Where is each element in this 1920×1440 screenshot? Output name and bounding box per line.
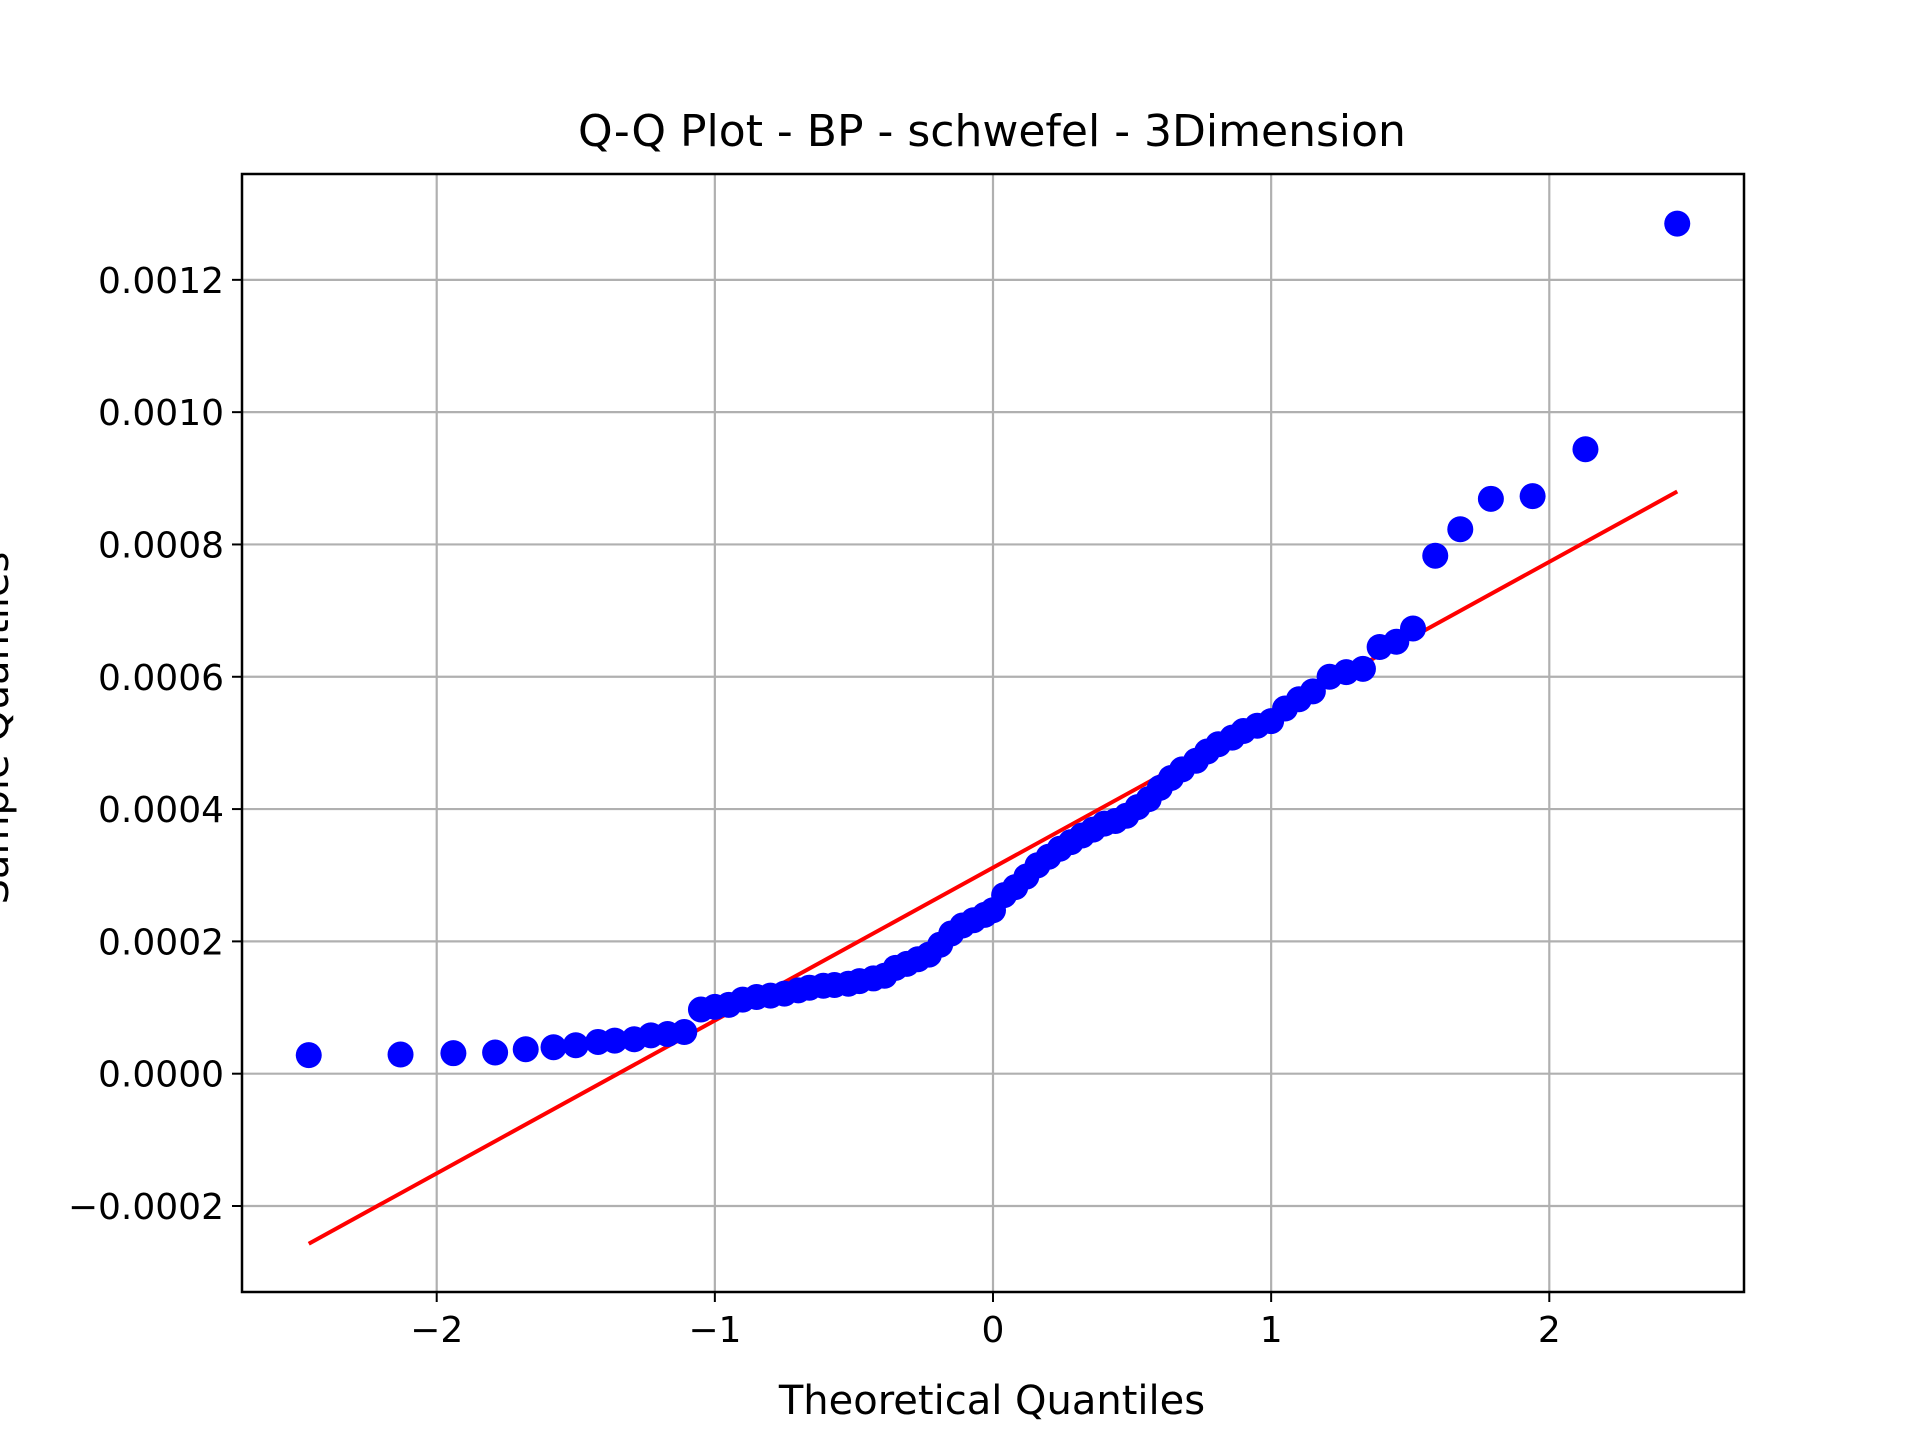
y-tick-label: 0.0008 <box>98 525 224 566</box>
x-tick-label: 1 <box>1260 1310 1283 1351</box>
data-point <box>1572 436 1599 463</box>
data-point <box>1519 483 1546 510</box>
y-tick-label: 0.0006 <box>98 658 224 699</box>
data-point <box>562 1032 589 1059</box>
data-point <box>601 1027 628 1054</box>
x-axis-label: Theoretical Quantiles <box>778 1378 1205 1424</box>
data-point <box>671 1019 698 1046</box>
x-axis-ticks: −2 −1 0 1 2 <box>410 1292 1561 1351</box>
data-point <box>1664 210 1691 237</box>
fit-line <box>307 489 1679 1246</box>
x-tick-label: 0 <box>982 1310 1005 1351</box>
chart-title: Q-Q Plot - BP - schwefel - 3Dimension <box>578 106 1406 157</box>
data-point <box>1400 615 1427 642</box>
x-tick-label: −1 <box>688 1310 741 1351</box>
data-point <box>295 1042 322 1069</box>
data-point <box>482 1039 509 1066</box>
y-tick-label: 0.0004 <box>98 790 224 831</box>
grid <box>242 174 1744 1292</box>
data-point <box>540 1034 567 1061</box>
data-points <box>295 210 1691 1069</box>
x-tick-label: −2 <box>410 1310 463 1351</box>
y-tick-label: 0.0010 <box>98 393 224 434</box>
y-axis-ticks: −0.0002 0.0000 0.0002 0.0004 0.0006 0.0008 0.0… <box>68 261 242 1228</box>
data-point <box>440 1040 467 1067</box>
y-tick-label: 0.0012 <box>98 261 224 302</box>
data-point <box>1477 485 1504 512</box>
data-point <box>387 1041 414 1068</box>
x-tick-label: 2 <box>1538 1310 1561 1351</box>
y-axis-label: Sample Quantiles <box>0 552 18 905</box>
data-point <box>1447 516 1474 543</box>
y-tick-label: −0.0002 <box>68 1187 224 1228</box>
data-point <box>1349 655 1376 682</box>
y-tick-label: 0.0002 <box>98 922 224 963</box>
y-tick-label: 0.0000 <box>98 1055 224 1096</box>
data-point <box>512 1036 539 1063</box>
data-point <box>1422 542 1449 569</box>
fit-line-layer <box>307 489 1679 1246</box>
